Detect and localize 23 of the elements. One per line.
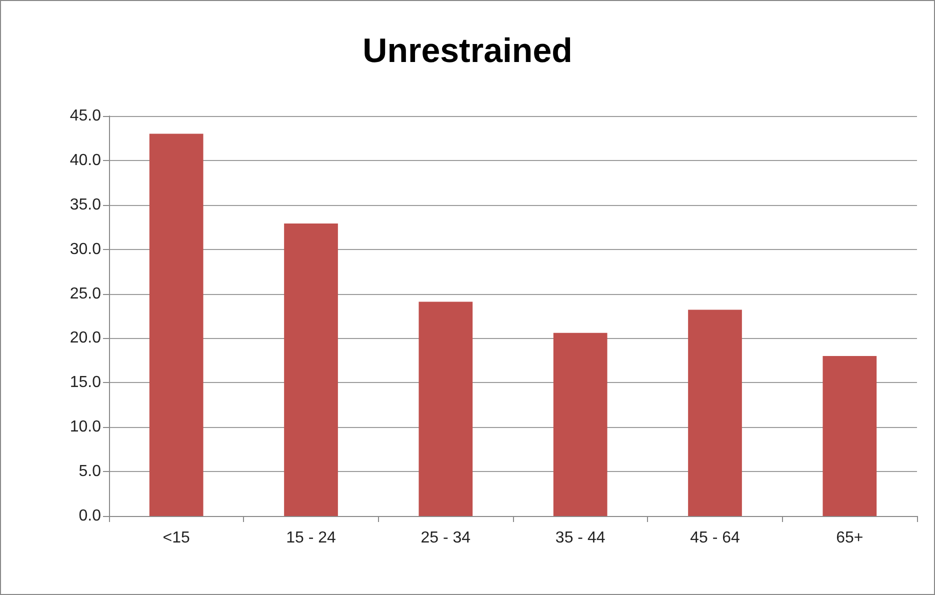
y-tick-label: 10.0 <box>70 418 102 436</box>
chart-title: Unrestrained <box>362 32 572 70</box>
y-tick-label: 45.0 <box>70 108 102 124</box>
y-tick-label: 0.0 <box>78 508 102 524</box>
y-tick-label: 20.0 <box>70 330 102 347</box>
x-tick-label: 15 - 24 <box>286 530 336 546</box>
y-tick-label: 40.0 <box>70 152 102 169</box>
bar <box>553 332 608 516</box>
x-tick-label: <15 <box>162 530 190 546</box>
x-tick-label: 65+ <box>836 530 864 546</box>
y-tick-label: 15.0 <box>70 374 102 392</box>
y-tick-label: 30.0 <box>70 240 102 258</box>
bar <box>822 356 877 516</box>
bar <box>284 224 338 516</box>
bar <box>418 302 473 516</box>
x-tick-label: 25 - 34 <box>420 530 471 546</box>
y-tick-label: 25.0 <box>70 285 102 302</box>
y-tick-label: 35.0 <box>70 196 102 214</box>
bar <box>688 310 742 516</box>
x-tick-label: 45 - 64 <box>690 530 740 546</box>
x-tick-label: 35 - 44 <box>555 530 606 546</box>
y-tick-label: 5.0 <box>78 463 102 480</box>
bar <box>149 134 204 516</box>
